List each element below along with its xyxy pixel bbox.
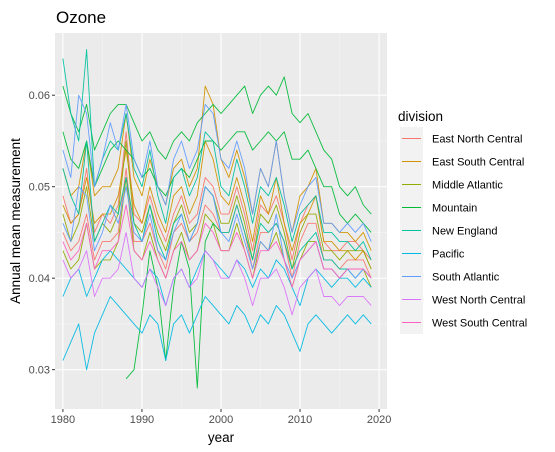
legend-label: Middle Atlantic: [432, 180, 503, 192]
legend-label: West North Central: [432, 295, 525, 307]
legend-label: East North Central: [432, 134, 522, 146]
series-line: [62, 140, 372, 270]
series-line: [62, 167, 372, 279]
series-line: [125, 222, 222, 389]
legend: division East North Central East South Ce…: [398, 109, 527, 334]
y-axis: 0.03 0.04 0.05 0.06: [29, 90, 55, 377]
x-axis-title: year: [208, 430, 235, 445]
legend-label: New England: [432, 226, 497, 238]
series-layer: [62, 49, 372, 389]
x-tick-label: 1990: [130, 414, 154, 426]
legend-label: Mountain: [432, 203, 477, 215]
y-tick-label: 0.03: [29, 365, 50, 377]
x-tick-label: 2020: [367, 414, 391, 426]
series-line: [62, 140, 372, 270]
y-axis-title: Annual mean measurement: [8, 138, 23, 304]
series-line: [62, 94, 372, 242]
series-line: [62, 296, 372, 371]
x-tick-label: 2000: [209, 414, 233, 426]
legend-label: South Atlantic: [432, 272, 500, 284]
series-line: [62, 231, 372, 316]
series-line: [62, 250, 372, 307]
legend-title: division: [398, 109, 443, 124]
series-line: [62, 204, 372, 288]
chart-title: Ozone: [56, 8, 106, 27]
x-tick-label: 2010: [288, 414, 312, 426]
y-tick-label: 0.06: [29, 90, 50, 102]
x-tick-label: 1980: [51, 414, 75, 426]
x-axis: 1980 1990 2000 2010 2020: [51, 409, 391, 426]
legend-label: Pacific: [432, 249, 465, 261]
series-line: [62, 76, 372, 215]
legend-label: West South Central: [432, 318, 527, 330]
legend-items: East North Central East South Central Midd…: [400, 127, 527, 334]
series-line: [62, 85, 372, 251]
series-line: [62, 49, 372, 261]
y-tick-label: 0.04: [29, 273, 50, 285]
legend-label: East South Central: [432, 157, 524, 169]
y-tick-label: 0.05: [29, 182, 50, 194]
